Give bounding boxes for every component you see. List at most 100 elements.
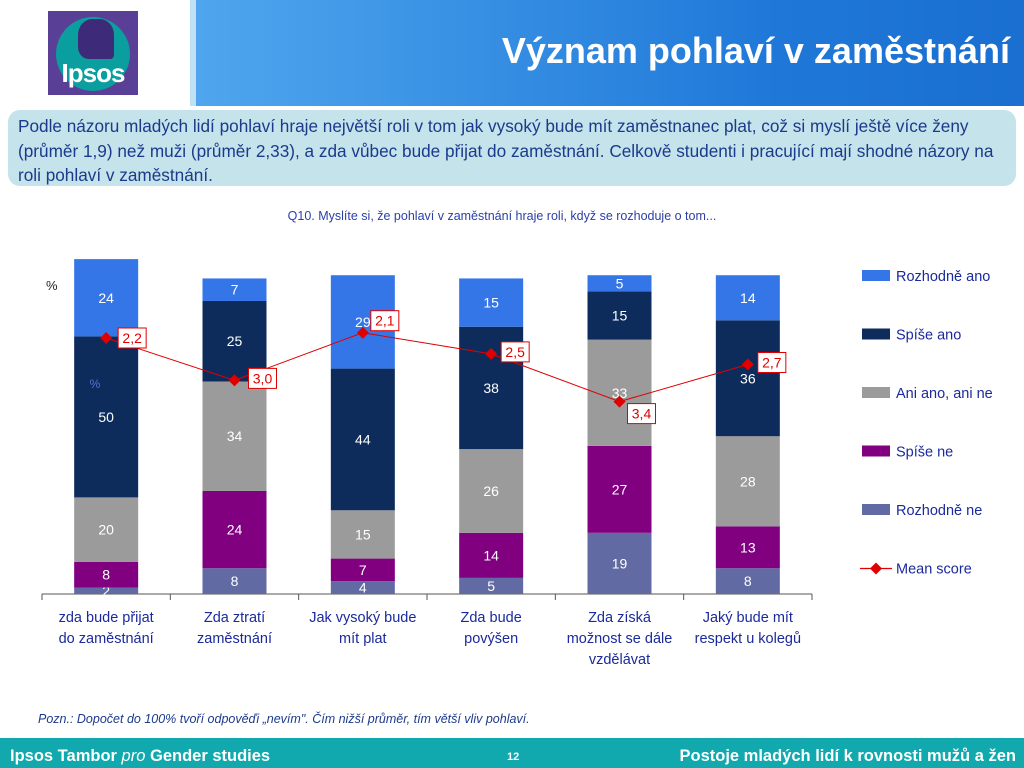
data-label: 27 <box>612 481 628 497</box>
bar-segment <box>330 368 395 511</box>
bar-segment <box>587 339 652 446</box>
mean-score-label-box <box>757 352 787 373</box>
footer-left-c: Gender studies <box>145 747 271 765</box>
data-label: 20 <box>98 522 114 538</box>
bar-segment <box>715 526 780 569</box>
legend-swatch <box>862 387 890 398</box>
footer-bar: Ipsos Tambor pro Gender studies 12 Posto… <box>0 738 1024 768</box>
summary-box: Podle názoru mladých lidí pohlaví hraje … <box>8 110 1016 186</box>
mean-score-marker <box>485 347 498 360</box>
bar-segment <box>202 381 267 491</box>
bar-segment <box>587 291 652 340</box>
stray-percent-label: % <box>90 377 101 391</box>
bar-segment <box>330 558 395 582</box>
legend-label: Spíše ne <box>896 445 953 461</box>
bar-segment <box>715 568 780 594</box>
data-label: 34 <box>227 428 243 444</box>
data-label: 25 <box>227 333 243 349</box>
mean-score-label: 2,7 <box>762 355 782 371</box>
bar-segment <box>74 336 139 498</box>
mean-score-marker <box>741 358 754 371</box>
footer-right-text: Postoje mladých lidí k rovnosti mužů a ž… <box>679 747 1017 765</box>
x-tick-label: povýšen <box>464 631 518 647</box>
mean-score-marker <box>228 374 241 387</box>
legend-swatch <box>862 445 890 457</box>
bar-segment <box>459 532 524 578</box>
legend-label: Spíše ano <box>896 328 961 344</box>
mean-score-marker <box>613 395 626 408</box>
data-label: 26 <box>483 483 499 499</box>
bar-segment <box>715 436 780 527</box>
data-label: 28 <box>740 473 756 489</box>
x-tick-label: zaměstnání <box>197 631 272 647</box>
y-unit-label: % <box>46 278 58 293</box>
mean-score-label-box <box>500 341 530 363</box>
bar-segment <box>202 568 267 594</box>
legend-label: Rozhodně ano <box>896 269 990 285</box>
data-label: 19 <box>612 555 628 571</box>
x-tick-label: mít plat <box>339 631 387 647</box>
data-label: 4 <box>359 580 367 596</box>
bar-segment <box>330 581 395 594</box>
mean-score-label: 3,4 <box>632 406 652 422</box>
footer-left-a: Ipsos Tambor <box>10 747 122 765</box>
legend-label: Rozhodně ne <box>896 503 982 519</box>
footer-left-text: Ipsos Tambor pro Gender studies <box>10 747 270 766</box>
header-band <box>196 0 1024 106</box>
data-label: 7 <box>231 282 239 298</box>
mean-score-marker <box>356 326 369 339</box>
bar-segment <box>202 278 267 301</box>
x-tick-label: Zda ztratí <box>204 610 265 626</box>
mean-score-label: 3,0 <box>253 370 273 386</box>
bar-segment <box>202 490 267 569</box>
x-tick-label: vzdělávat <box>589 652 650 668</box>
bar-segment <box>330 510 395 559</box>
bar-segment <box>459 449 524 533</box>
x-tick-label: Jak vysoký bude <box>309 610 416 626</box>
data-label: 29 <box>355 314 371 330</box>
bar-segment <box>587 445 652 533</box>
data-label: 36 <box>740 370 756 386</box>
page-title: Význam pohlaví v zaměstnání <box>501 30 1010 71</box>
mean-score-label: 2,1 <box>375 313 395 329</box>
bar-segment <box>74 587 139 594</box>
legend-mean-marker <box>870 562 882 575</box>
bar-segment <box>459 278 524 327</box>
mean-score-label-box <box>248 367 277 389</box>
x-tick-label: Jaký bude mít <box>703 610 793 626</box>
mean-score-label: 2,2 <box>122 330 142 346</box>
bar-segment <box>715 275 780 321</box>
x-tick-label: respekt u kolegů <box>695 631 801 647</box>
data-label: 24 <box>227 522 243 538</box>
bar-segment <box>715 320 780 437</box>
bar-segment <box>459 577 524 594</box>
legend-swatch <box>862 328 890 340</box>
data-label: 33 <box>612 385 628 401</box>
legend-label: Ani ano, ani ne <box>896 386 993 402</box>
data-label: 5 <box>487 578 495 594</box>
bar-segment <box>587 532 652 594</box>
x-tick-label: zda bude přijat <box>59 610 154 626</box>
x-tick-label: Zda bude <box>461 610 522 626</box>
x-tick-label: Zda získá <box>588 610 652 626</box>
data-label: 15 <box>612 307 628 323</box>
bar-segment <box>587 275 652 292</box>
data-label: 5 <box>616 275 624 291</box>
ipsos-logo: Ipsos <box>48 11 138 95</box>
x-tick-label: do zaměstnání <box>59 631 154 647</box>
legend-label: Mean score <box>896 562 972 578</box>
header-bar: Ipsos Význam pohlaví v zaměstnání <box>0 0 1024 106</box>
mean-score-label: 2,5 <box>505 344 525 360</box>
legend-swatch <box>862 270 890 281</box>
logo-text: Ipsos <box>61 58 126 88</box>
header-separator <box>190 0 196 106</box>
mean-score-marker <box>100 332 113 344</box>
data-label: 8 <box>744 573 752 589</box>
mean-score-label-box <box>627 403 656 425</box>
bar-segment <box>74 561 139 588</box>
footer-left-b: pro <box>121 747 146 765</box>
mean-score-label-box <box>370 310 400 332</box>
footnote: Pozn.: Dopočet do 100% tvoří odpověďi „n… <box>38 712 530 726</box>
mean-score-label-box <box>117 327 147 349</box>
